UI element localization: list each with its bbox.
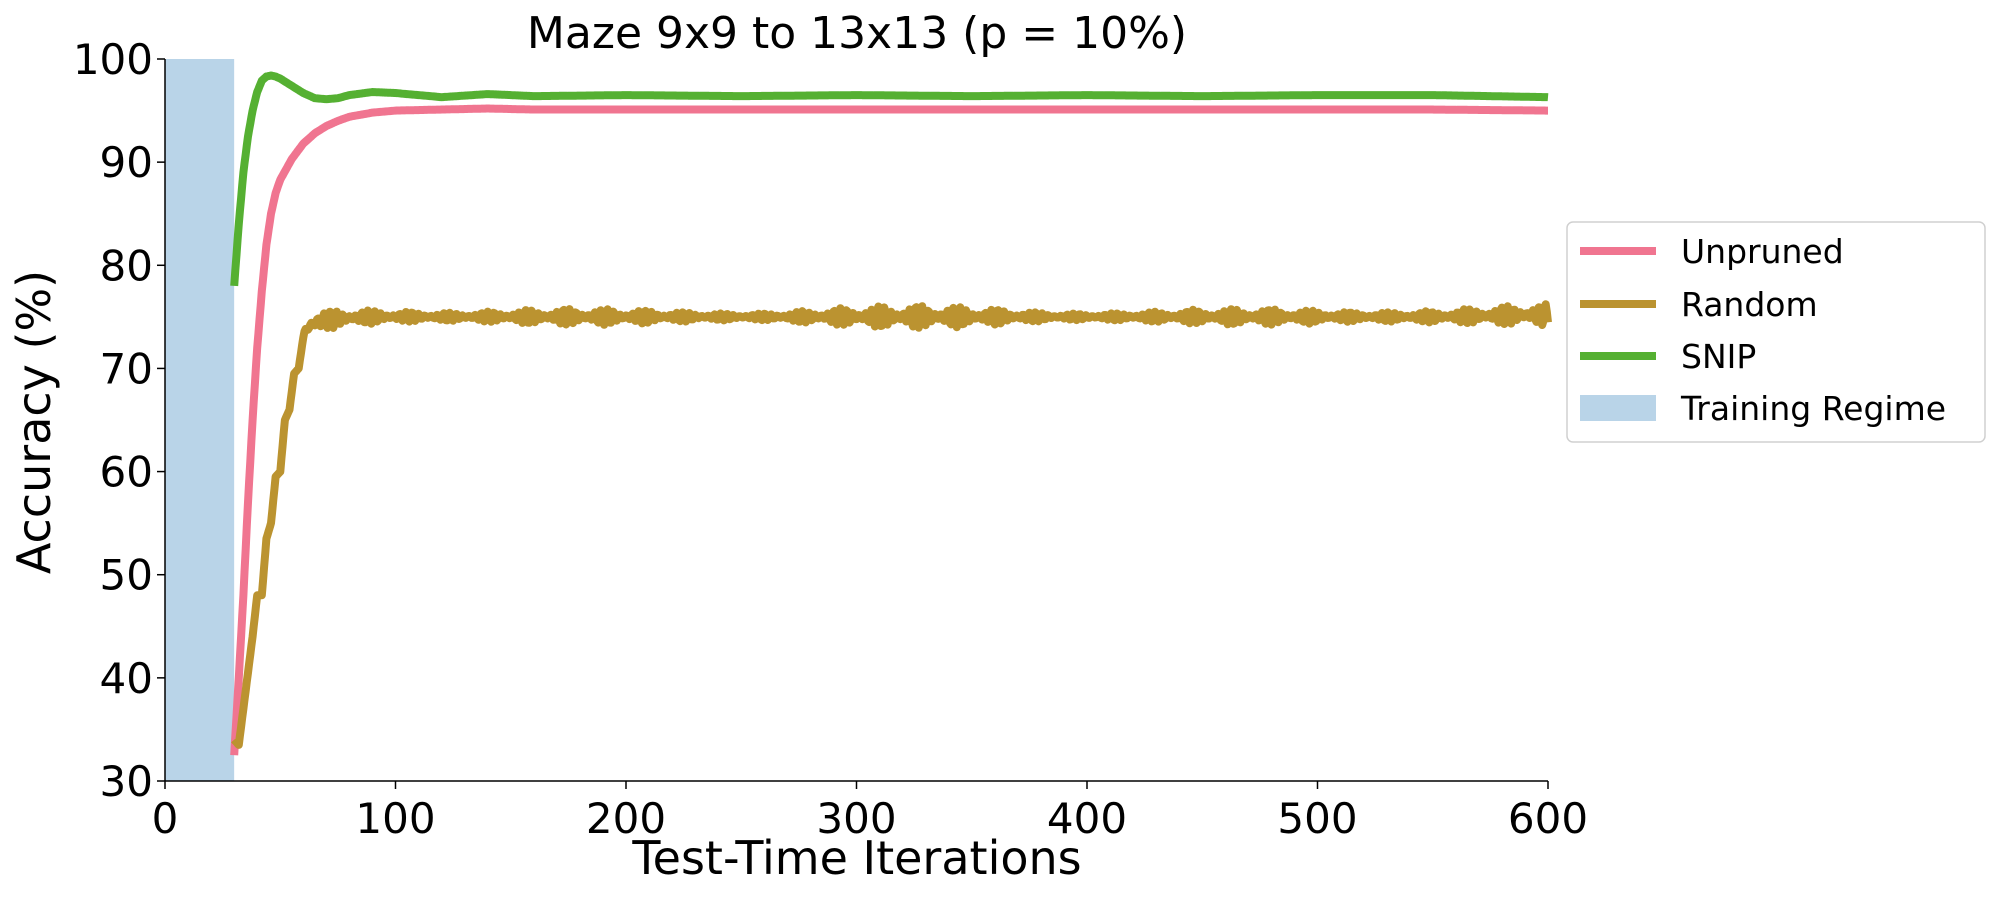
series-layer: [230, 71, 1552, 756]
series-line-unpruned: [230, 104, 1551, 756]
legend-label: Unpruned: [1681, 232, 1844, 271]
legend-label: Random: [1681, 285, 1818, 324]
x-axis-label: Test-Time Iterations: [631, 831, 1081, 885]
x-tick-label: 500: [1277, 794, 1357, 843]
plot-area: [164, 59, 1552, 782]
legend-label: SNIP: [1681, 337, 1756, 376]
x-tick-label: 100: [355, 794, 435, 843]
series-line-snip: [230, 71, 1551, 287]
training-regime-band: [165, 59, 235, 781]
y-axis-label: Accuracy (%): [7, 270, 61, 574]
x-tick-label: 0: [152, 794, 179, 843]
y-tick-label: 90: [100, 138, 153, 187]
x-tick-label: 400: [1047, 794, 1127, 843]
legend: Unpruned Random SNIP Training Regime: [1566, 221, 1986, 443]
y-tick-label: 60: [100, 448, 153, 497]
y-tick-label: 100: [73, 35, 153, 84]
x-tick-label: 300: [816, 794, 896, 843]
y-tick-label: 70: [100, 344, 153, 393]
y-tick-label: 40: [100, 654, 153, 703]
x-tick-label: 600: [1508, 794, 1588, 843]
x-tick-label: 200: [586, 794, 666, 843]
y-tick-label: 80: [100, 241, 153, 290]
chart-title: Maze 9x9 to 13x13 (p = 10%): [527, 8, 1187, 59]
legend-swatch-training-regime: [1580, 395, 1656, 421]
series-line-random: [231, 300, 1552, 749]
y-axis-ticks: 30 40 50 60 70 80 90 100: [73, 35, 165, 806]
y-tick-label: 50: [100, 551, 153, 600]
legend-label: Training Regime: [1680, 389, 1946, 428]
x-axis-ticks: 0 100 200 300 400 500 600: [152, 781, 1588, 843]
legend-box: [1566, 221, 1986, 443]
y-tick-label: 30: [100, 757, 153, 806]
